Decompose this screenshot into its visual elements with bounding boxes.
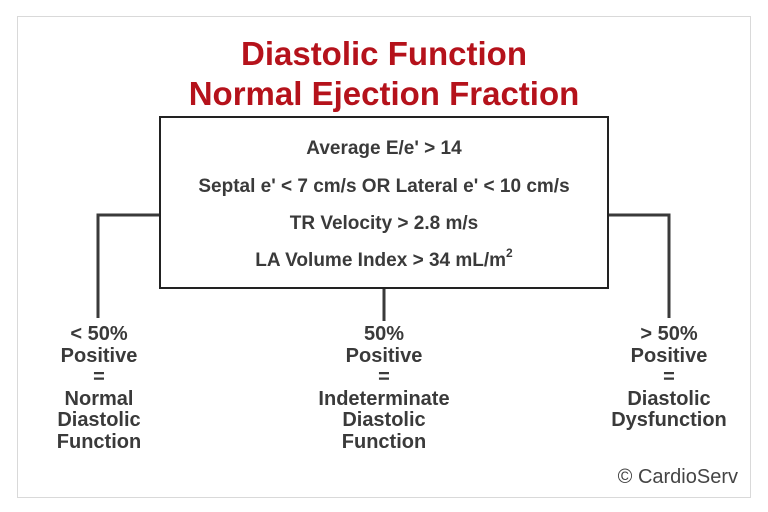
image-frame [17, 16, 751, 498]
criterion-average-e-e: Average E/e' > 14 [306, 138, 462, 159]
title-line-1: Diastolic Function [240, 35, 527, 72]
outcome-left-line: Normal [64, 387, 134, 410]
outcome-left-line: = [93, 366, 105, 388]
outcome-right: > 50% Positive = Diastolic Dysfunction [569, 323, 768, 432]
outcome-right-line: Diastolic [627, 387, 711, 410]
criterion-la-volume-index: LA Volume Index > 34 mL/m2 [161, 247, 607, 272]
criterion-tr-velocity: TR Velocity > 2.8 m/s [289, 213, 479, 234]
outcome-right-line: = [663, 366, 675, 388]
outcome-center-line: Function [341, 430, 427, 453]
outcome-center-line: = [378, 366, 390, 388]
outcome-center-line: Diastolic [342, 409, 426, 431]
outcome-left-line: < 50% [70, 323, 128, 345]
copyright-notice: © CardioServ [617, 466, 738, 488]
criterion-la-volume-superscript: 2 [506, 245, 513, 260]
criterion-septal-lateral: Septal e' < 7 cm/s OR Lateral e' < 10 cm… [198, 176, 570, 197]
outcome-right-line: Positive [630, 344, 708, 367]
outcome-center-line: Indeterminate [318, 387, 450, 410]
criterion-la-volume-text: LA Volume Index > 34 mL/m [255, 250, 507, 271]
title-line-2: Normal Ejection Fraction [188, 75, 580, 112]
outcome-center: 50% Positive = Indeterminate Diastolic F… [284, 323, 484, 453]
outcome-left-line: Diastolic [57, 409, 141, 431]
left-connector [96, 213, 159, 318]
outcome-center-line: Positive [345, 344, 423, 367]
outcome-right-line: Dysfunction [611, 409, 727, 431]
outcome-center-line: 50% [363, 323, 405, 345]
outcome-right-line: > 50% [640, 323, 698, 345]
outcome-left: < 50% Positive = Normal Diastolic Functi… [0, 323, 199, 453]
criteria-box: Average E/e' > 14 Septal e' < 7 cm/s OR … [159, 116, 609, 289]
outcome-left-line: Positive [60, 344, 138, 367]
right-connector [609, 213, 671, 318]
outcome-left-line: Function [56, 430, 142, 453]
